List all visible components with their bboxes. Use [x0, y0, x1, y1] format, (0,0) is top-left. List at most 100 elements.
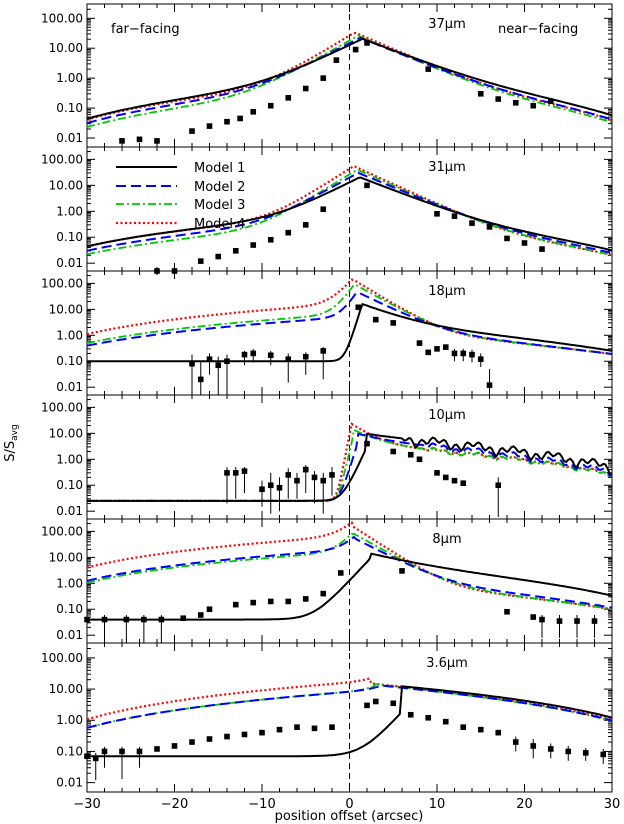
panel-wavelength-unit: μm [445, 17, 466, 32]
data-point [477, 726, 484, 733]
y-axis-label-main: S/S [3, 441, 18, 462]
model-1-curve [87, 176, 612, 252]
y-tick-label: 10.00 [49, 41, 83, 55]
data-point [206, 736, 213, 742]
data-point [158, 616, 165, 623]
model-3-curve [87, 169, 612, 256]
data-point [320, 348, 327, 354]
data-point [267, 598, 274, 605]
panel-wavelength-label: 10μm [428, 408, 465, 423]
model-curves [87, 164, 612, 257]
observed-points [119, 40, 554, 144]
panel-31μm: 100.00 10.00 1.00 0.10 0.01 31μm [41, 146, 613, 274]
y-tick-label: 0.01 [56, 628, 83, 642]
data-point [250, 109, 257, 115]
panel-wavelength-value: 10 [428, 408, 445, 423]
data-point [460, 350, 467, 357]
panel-wavelength-value: 37 [428, 17, 445, 32]
data-point [302, 85, 309, 92]
data-point [259, 486, 265, 493]
data-point [390, 700, 397, 707]
data-point [407, 451, 414, 458]
data-point [224, 470, 230, 476]
data-point [224, 733, 230, 740]
model-4-curve [87, 278, 612, 356]
data-point [434, 346, 440, 352]
model-4-curve [87, 677, 612, 721]
data-point [189, 739, 195, 745]
data-point [276, 484, 283, 491]
y-tick-label: 0.10 [56, 354, 83, 368]
y-tick-label: 1.00 [56, 71, 83, 85]
data-point [582, 750, 589, 756]
observed-points [189, 304, 493, 395]
model-curves [87, 677, 612, 758]
data-point [530, 102, 537, 109]
data-point [224, 118, 230, 125]
data-point [460, 724, 467, 730]
data-point [215, 253, 222, 260]
data-point [267, 352, 274, 359]
data-point [224, 358, 230, 365]
data-point [189, 360, 195, 367]
data-point [442, 474, 449, 481]
data-point [329, 472, 335, 478]
data-point [276, 726, 283, 733]
panel-wavelength-unit: μm [445, 284, 466, 299]
panels: 100.0010.001.000.100.0137μm100.0010.001.… [41, 3, 620, 812]
panel-wavelength-value: 8 [432, 532, 440, 547]
data-point [372, 698, 379, 705]
data-point [302, 596, 309, 602]
data-point [320, 75, 327, 81]
data-point [399, 568, 405, 574]
legend-model-1-label: Model 1 [194, 161, 245, 176]
data-point [320, 590, 327, 597]
data-point [355, 304, 362, 311]
data-point [119, 138, 125, 144]
y-tick-label: 10.00 [49, 682, 83, 696]
data-point [333, 57, 340, 63]
data-point [232, 601, 239, 608]
near-facing-annotation: near−facing [498, 22, 578, 37]
y-tick-label: 10.00 [49, 550, 83, 564]
data-point [119, 748, 125, 755]
panel-wavelength-label: 31μm [428, 160, 465, 175]
legend-model-2-label: Model 2 [194, 180, 245, 195]
data-point [425, 714, 432, 721]
x-tick-label: −20 [161, 797, 188, 812]
data-point [504, 235, 510, 242]
x-tick-label: 0 [345, 797, 353, 812]
data-point [460, 480, 467, 486]
data-point [154, 138, 160, 144]
x-axis-ticks: −30 −20 −10 0 10 20 30 [73, 797, 620, 812]
y-tick-label: 0.01 [56, 504, 83, 518]
legend-model-4-label: Model 4 [194, 217, 245, 232]
data-point [451, 350, 458, 357]
model-1-curve [87, 37, 612, 120]
data-point [442, 344, 449, 350]
data-point [250, 599, 257, 606]
legend: Model 1 Model 2 Model 3 Model 4 [116, 161, 245, 232]
panel-wavelength-value: 31 [428, 160, 445, 175]
data-point [364, 702, 370, 709]
data-point [241, 468, 248, 474]
model-1-curve [87, 432, 612, 502]
data-point [521, 240, 528, 246]
data-point [232, 248, 239, 254]
data-point [547, 746, 554, 752]
data-point [486, 382, 493, 388]
observed-points [154, 182, 545, 274]
data-point [469, 351, 475, 358]
x-axis-label: position offset (arcsec) [275, 809, 424, 824]
y-tick-label: 0.01 [56, 776, 83, 790]
model-curves [87, 31, 612, 128]
y-tick-label: 0.01 [56, 380, 83, 394]
model-curves [87, 278, 612, 363]
data-point [206, 356, 213, 362]
data-point [477, 90, 484, 97]
data-point [206, 606, 213, 613]
y-tick-label: 0.10 [56, 478, 83, 492]
data-point [171, 743, 178, 749]
data-point [434, 210, 440, 217]
data-point [547, 98, 554, 104]
